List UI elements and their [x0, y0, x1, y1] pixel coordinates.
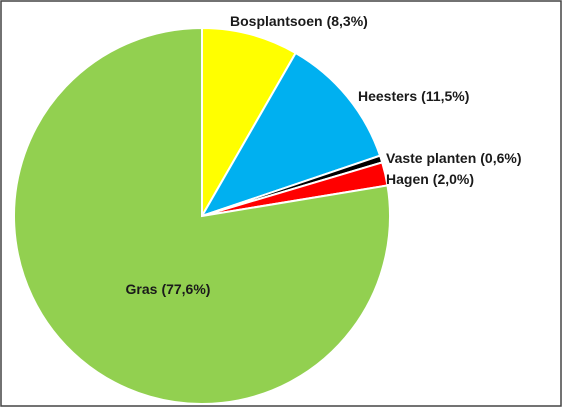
category-label: Hagen — [386, 171, 429, 187]
pie-slice — [13, 26, 391, 405]
pie-slice — [201, 26, 298, 220]
labels: Bosplantsoen (8,3%) Heesters (11,5%) Vaste p… — [126, 13, 522, 297]
category-label: Bosplantsoen — [230, 13, 323, 29]
value-label: (0,6%) — [480, 150, 521, 166]
slice-label: Gras (77,6%) — [126, 281, 211, 297]
slice-label: Bosplantsoen (8,3%) — [230, 13, 368, 29]
value-label: (2,0%) — [433, 171, 474, 187]
value-label: (11,5%) — [421, 88, 469, 104]
value-label: (77,6%) — [161, 281, 210, 297]
pie — [13, 26, 391, 405]
slice-label: Heesters (11,5%) — [358, 88, 469, 104]
slice-label: Hagen (2,0%) — [386, 171, 474, 187]
category-label: Vaste planten — [386, 150, 476, 166]
value-label: (8,3%) — [327, 13, 368, 29]
slice-label: Vaste planten (0,6%) — [386, 150, 522, 166]
category-label: Heesters — [358, 88, 417, 104]
pie-slice — [199, 51, 382, 218]
category-label: Gras — [126, 281, 158, 297]
